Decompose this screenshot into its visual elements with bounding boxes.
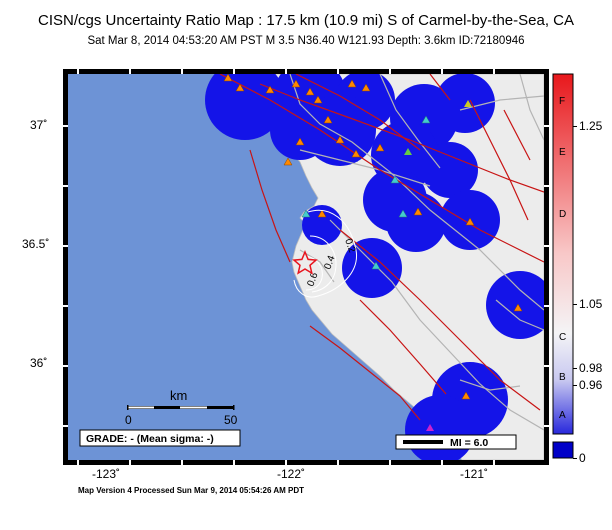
grade-letter-a: A (559, 410, 566, 421)
lon-label-121: -121˚ (460, 467, 488, 481)
colorbar-value-1-25: 1.25 (579, 119, 603, 133)
colorbar-value-0: 0 (579, 451, 586, 465)
lat-label-36: 36˚ (30, 356, 47, 370)
grade-box (79, 429, 241, 447)
scale-unit: km (170, 388, 187, 403)
mi-legend-box (395, 434, 517, 450)
faults (219, 74, 544, 421)
scale-tick-50: 50 (224, 413, 238, 427)
contour-label-2: 0.6 (305, 271, 320, 288)
colorbar (552, 73, 574, 435)
scale-bar: km 0 50 (125, 388, 238, 427)
grade-text: GRADE: - (Mean sigma: -) (86, 433, 214, 445)
lon-label-122: -122˚ (277, 467, 305, 481)
map-title: CISN/cgs Uncertainty Ratio Map : 17.5 km… (37, 12, 574, 29)
grade-letter-e: E (559, 147, 566, 158)
lon-label-123: -123˚ (92, 467, 120, 481)
frame-ticks (63, 69, 549, 465)
mi-legend-line (403, 440, 443, 444)
scale-tick-0: 0 (125, 413, 132, 427)
grade-letter-d: D (559, 209, 566, 220)
grade-letter-c: C (559, 332, 566, 343)
grade-letter-f: F (559, 96, 565, 107)
map-subtitle: Sat Mar 8, 2014 04:53:20 AM PST M 3.5 N3… (87, 35, 525, 47)
station-magenta (426, 424, 434, 431)
colorbar-value-0-98: 0.98 (579, 361, 603, 375)
grade-letter-b: B (559, 372, 566, 383)
stations-cyan (301, 115, 431, 270)
station-yellow (464, 100, 472, 107)
colorbar-value-0-96: 0.96 (579, 378, 603, 392)
epicenter-star (292, 250, 318, 275)
contour-label-1: 0.4 (322, 254, 337, 271)
contour-label-0: 0.2 (342, 237, 357, 254)
lat-label-37: 37˚ (30, 118, 47, 132)
station-green (404, 148, 412, 155)
footer-processed: Map Version 4 Processed Sun Mar 9, 2014 … (78, 486, 305, 495)
mi-legend-text: MI = 6.0 (450, 437, 488, 449)
lat-label-36-5: 36.5˚ (22, 237, 49, 251)
colorbar-base (552, 441, 574, 459)
colorbar-value-1-05: 1.05 (579, 297, 603, 311)
